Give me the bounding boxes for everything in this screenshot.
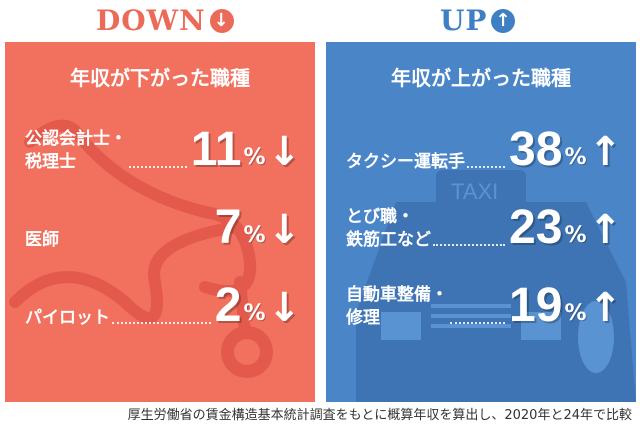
item-label: 公認会計士・ 税理士: [25, 129, 127, 172]
item-value: 38: [509, 123, 563, 176]
percent-sign: %: [564, 145, 587, 170]
arrow-up-circle-icon: ↑: [491, 8, 516, 33]
item-label: とび職・ 鉄筋工など: [346, 207, 431, 250]
taxi-icon: TAXI: [356, 170, 636, 402]
taxi-sign: TAXI: [451, 179, 498, 204]
item-label: 自動車整備・ 修理: [346, 285, 448, 328]
percent-sign: %: [243, 145, 266, 170]
percent-sign: %: [564, 223, 587, 248]
leader-dots: [61, 244, 211, 246]
leader-dots: [129, 166, 187, 168]
arrow-down-icon: ↓: [267, 207, 301, 253]
item-label: 医師: [25, 230, 59, 250]
percent-sign: %: [243, 301, 266, 326]
item-value: 11: [190, 123, 242, 176]
up-item: タクシー運転手 38% ↑: [346, 120, 622, 176]
down-item: パイロット 2% ↓: [25, 276, 301, 332]
item-value: 23: [509, 201, 563, 254]
arrow-up-icon: ↑: [588, 129, 622, 175]
item-value: 19: [509, 279, 563, 332]
up-subtitle: 年収が上がった職種: [391, 66, 571, 90]
item-value: 2: [214, 279, 242, 332]
arrow-up-icon: ↑: [588, 207, 622, 253]
down-subtitle: 年収が下がった職種: [70, 66, 250, 90]
arrow-up-icon: ↑: [588, 285, 622, 331]
arrow-down-circle-icon: ↓: [209, 8, 234, 33]
percent-sign: %: [243, 223, 266, 248]
item-label: タクシー運転手: [346, 152, 465, 172]
percent-sign: %: [564, 301, 587, 326]
down-heading-text: DOWN: [96, 4, 206, 37]
leader-dots: [112, 322, 211, 324]
up-item: とび職・ 鉄筋工など 23% ↑: [346, 198, 622, 254]
up-heading: UP ↑: [440, 4, 516, 37]
source-footnote: 厚生労働省の賃金構造基本統計調査をもとに概算年収を算出し、2020年と24年で比…: [127, 408, 632, 423]
up-panel: TAXI 年収が上がった職種 タクシー運転手 38% ↑ とび職・ 鉄筋工など 2…: [326, 42, 636, 402]
down-item: 医師 7% ↓: [25, 198, 301, 254]
leader-dots: [433, 244, 506, 246]
up-item: 自動車整備・ 修理 19% ↑: [346, 276, 622, 332]
leader-dots: [450, 322, 506, 324]
item-value: 7: [214, 201, 242, 254]
down-heading: DOWN ↓: [96, 4, 234, 37]
arrow-down-icon: ↓: [267, 129, 301, 175]
down-panel: 年収が下がった職種 公認会計士・ 税理士 11% ↓ 医師 7% ↓ パイロット 2…: [5, 42, 315, 402]
item-label: パイロット: [25, 308, 110, 328]
leader-dots: [467, 166, 506, 168]
arrow-down-icon: ↓: [267, 285, 301, 331]
down-item: 公認会計士・ 税理士 11% ↓: [25, 120, 301, 176]
stethoscope-icon: [9, 119, 273, 378]
up-heading-text: UP: [440, 4, 488, 37]
